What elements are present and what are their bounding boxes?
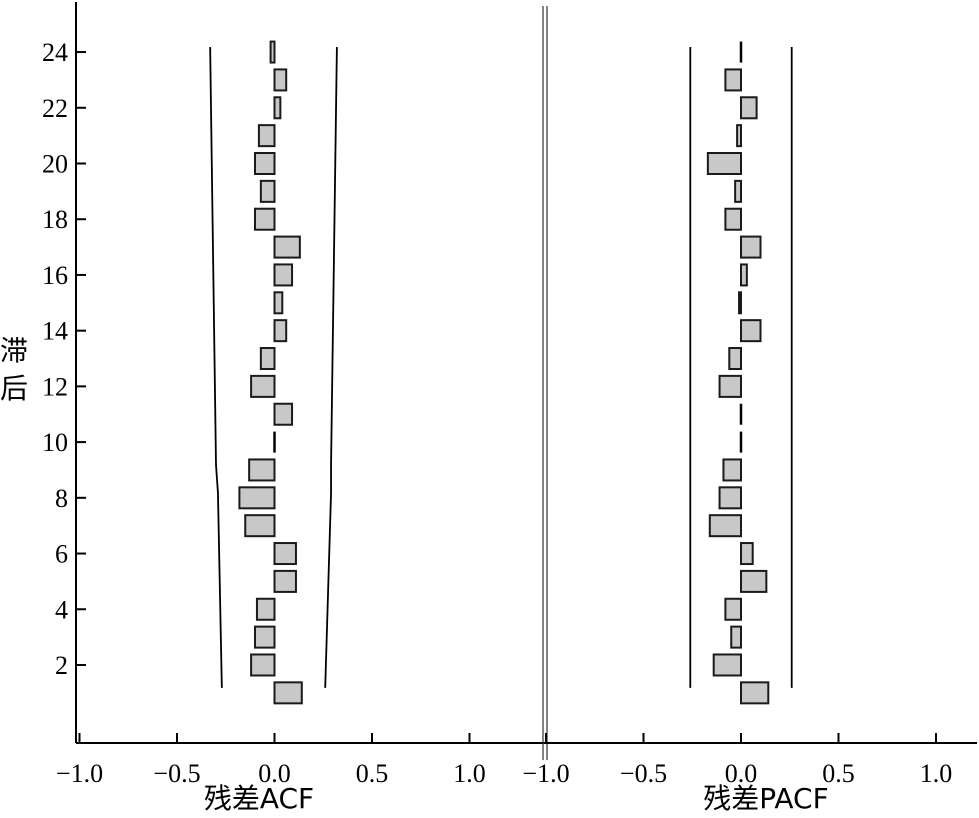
acf-lower-confidence-line — [209, 47, 223, 688]
acf-bar-lag-14 — [273, 319, 288, 343]
acf-bar-lag-1 — [273, 681, 303, 705]
pacf-bar-lag-5 — [740, 569, 768, 593]
y-tick-label: 2 — [55, 651, 68, 680]
y-tick-label: 8 — [55, 484, 68, 513]
y-tick-label: 10 — [42, 428, 68, 457]
pacf-panel: −1.0 −0.5 0.0 0.5 1.0 残差PACF — [522, 6, 977, 815]
y-tick-label: 18 — [42, 205, 68, 234]
acf-upper-confidence-line — [324, 47, 338, 688]
pacf-bar-lag-9 — [722, 458, 743, 482]
acf-bar-lag-8 — [238, 486, 276, 510]
pacf-x-tick-label: 1.0 — [920, 759, 953, 788]
pacf-bar-lag-3 — [730, 625, 742, 649]
y-tick-label: 12 — [42, 372, 68, 401]
pacf-x-tick-label: −1.0 — [522, 759, 569, 788]
acf-x-tick-label: 0.5 — [356, 759, 389, 788]
y-tick-label: 16 — [42, 261, 68, 290]
acf-bar-lag-9 — [248, 458, 276, 482]
pacf-x-tick-label: 0.0 — [725, 759, 758, 788]
pacf-bar-lag-12 — [718, 374, 742, 398]
acf-x-tick-label: −0.5 — [153, 759, 200, 788]
pacf-bar-lag-19 — [734, 179, 743, 203]
acf-y-axis-title-line1: 滞 — [0, 334, 28, 367]
acf-x-tick-label: 1.0 — [453, 759, 486, 788]
acf-bar-lag-20 — [254, 152, 276, 175]
pacf-bar-lag-6 — [740, 542, 754, 566]
acf-x-tick-label: 0.0 — [258, 759, 291, 788]
acf-x-ticks: −1.0 −0.5 0.0 0.5 1.0 — [56, 733, 486, 788]
pacf-bar-lag-4 — [724, 597, 743, 621]
pacf-bar-lag-21 — [736, 124, 742, 148]
pacf-bar-lag-16 — [740, 263, 748, 287]
y-tick-label: 22 — [42, 94, 68, 123]
pacf-bar-lag-15 — [738, 291, 742, 315]
pacf-bar-lag-13 — [728, 347, 742, 371]
acf-bar-lag-21 — [257, 124, 276, 148]
acf-bars — [238, 40, 303, 705]
pacf-bar-lag-20 — [706, 152, 742, 175]
acf-bar-lag-13 — [259, 347, 276, 371]
pacf-bar-lag-17 — [740, 235, 762, 259]
acf-bar-lag-4 — [255, 597, 276, 621]
acf-bar-lag-24 — [269, 40, 276, 64]
acf-bar-lag-23 — [273, 68, 288, 92]
acf-bar-lag-18 — [254, 207, 276, 231]
pacf-bar-lag-18 — [724, 207, 743, 231]
acf-confidence-band — [209, 47, 338, 688]
acf-bar-lag-11 — [273, 402, 294, 426]
pacf-x-tick-label: 0.5 — [822, 759, 855, 788]
acf-bar-lag-22 — [273, 96, 282, 120]
y-tick-label: 14 — [42, 317, 68, 346]
y-tick-label: 4 — [55, 595, 68, 624]
acf-bar-lag-3 — [254, 625, 276, 649]
y-tick-label: 20 — [42, 150, 68, 179]
acf-bar-lag-6 — [273, 542, 297, 566]
pacf-bar-lag-14 — [740, 319, 762, 343]
pacf-confidence-band — [689, 47, 793, 688]
acf-bar-lag-15 — [273, 291, 284, 315]
pacf-bar-lag-7 — [708, 514, 742, 538]
acf-bar-lag-2 — [250, 653, 276, 677]
acf-bar-lag-16 — [273, 263, 294, 287]
pacf-x-axis-title: 残差PACF — [703, 782, 828, 815]
pacf-bar-lag-1 — [740, 681, 770, 705]
acf-bar-lag-17 — [273, 235, 301, 259]
pacf-bar-lag-8 — [718, 486, 742, 510]
acf-x-axis-title: 残差ACF — [204, 782, 314, 815]
acf-bar-lag-5 — [273, 569, 297, 593]
pacf-bar-lag-2 — [712, 653, 743, 677]
y-tick-label: 6 — [55, 540, 68, 569]
pacf-bar-lag-23 — [724, 68, 743, 92]
pacf-bars — [706, 41, 770, 705]
pacf-x-tick-label: −0.5 — [620, 759, 667, 788]
acf-bar-lag-19 — [259, 179, 276, 203]
acf-bar-lag-7 — [244, 514, 276, 538]
pacf-x-ticks: −1.0 −0.5 0.0 0.5 1.0 — [522, 733, 952, 788]
acf-bar-lag-12 — [250, 374, 276, 398]
y-tick-label: 24 — [42, 38, 68, 67]
acf-y-axis-title-line2: 后 — [0, 372, 28, 405]
pacf-bar-lag-22 — [740, 96, 758, 120]
acf-x-tick-label: −1.0 — [56, 759, 103, 788]
